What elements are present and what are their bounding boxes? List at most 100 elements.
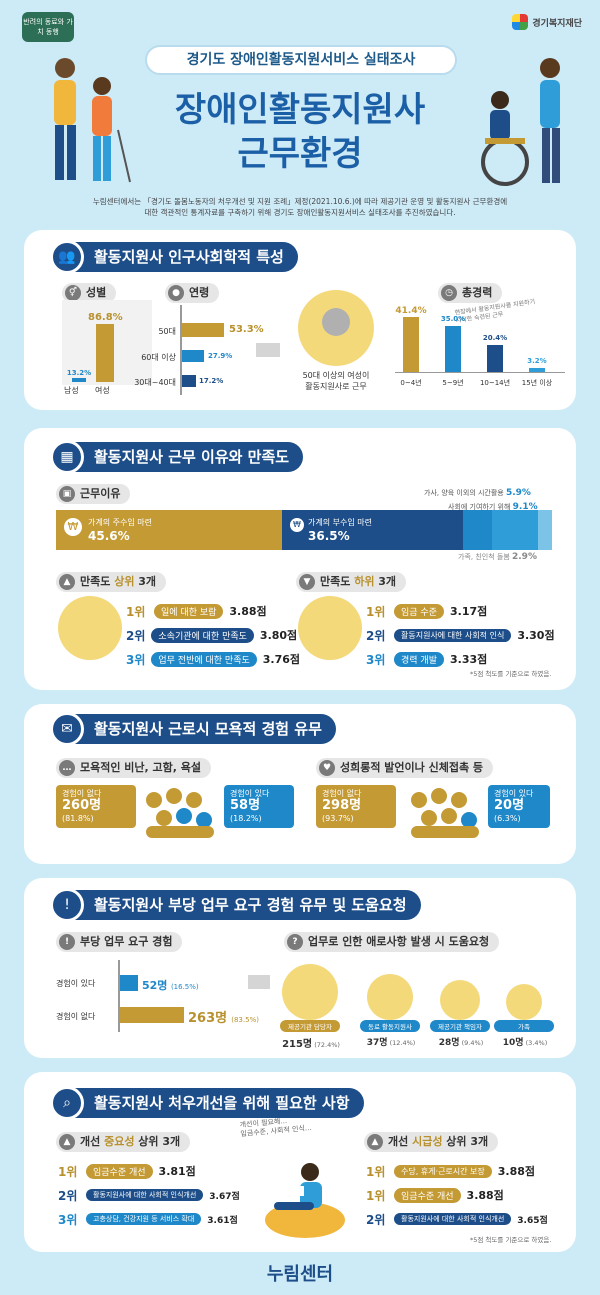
rank-item: 활동지원사에 대한 사회적 인식개선 (394, 1213, 512, 1225)
money-illustration (298, 596, 362, 660)
arrow-icon (256, 343, 280, 357)
age-axis (180, 305, 182, 395)
satisfaction-bottom-row: 2위 활동지원사에 대한 사회적 인식 3.30점 (366, 626, 556, 644)
age-pct-30-40s: 17.2% (199, 377, 224, 385)
unfair-yes-pct: (16.5%) (170, 983, 199, 991)
rank-label: 3위 (58, 1212, 78, 1227)
intro-line1: 누림센터에서는 「경기도 돌봄노동자의 처우개선 및 지원 조례」제정(2021… (92, 197, 508, 206)
rank-item: 일에 대한 보람 (154, 603, 224, 619)
career-pct: 35.0% (440, 314, 466, 323)
help-icon: ? (287, 934, 303, 950)
insult-left-yes: 경험이 있다 58명 (18.2%) (224, 785, 294, 828)
rank-score: 3.30점 (517, 629, 555, 642)
rank-item: 고충상담, 건강지원 등 서비스 확대 (86, 1213, 202, 1225)
rank-item: 수당, 휴게·근로시간 보장 (394, 1164, 492, 1178)
no-pct: (93.7%) (322, 814, 354, 823)
career-pct: 3.2% (527, 356, 547, 365)
age-pct-50s: 53.3% (229, 324, 264, 335)
rank-item: 경력 개발 (394, 651, 444, 667)
importance-label-highlight: 중요성 (104, 1135, 135, 1148)
up-arrow-icon: ▲ (59, 1134, 75, 1150)
reason-segment (463, 510, 493, 550)
rank-label: 1위 (366, 1164, 386, 1179)
rank-label: 2위 (366, 628, 386, 643)
broken-heart-icon: ♥ (319, 760, 335, 776)
intro-line2: 대한 객관적인 통계자료를 구축하기 위해 경기도 장애인활동지원서비스 실태조… (144, 208, 456, 217)
rank-label: 2위 (126, 628, 146, 643)
thumbs-up-icon: ▲ (59, 574, 75, 590)
rank-label: 1위 (366, 604, 386, 619)
reason-second-label: 가계의 부수입 마련 (308, 518, 372, 527)
rank-score: 3.67점 (209, 1191, 240, 1202)
female-bar (96, 324, 114, 382)
urgency-label-highlight: 시급성 (412, 1135, 443, 1148)
satisfaction-top-row: 1위 일에 대한 보람 3.88점 (126, 602, 296, 620)
helper-name: 가족 (494, 1020, 554, 1032)
helper-pct: (72.4%) (312, 1041, 340, 1049)
satisfaction-bottom-row: 3위 경력 개발 3.33점 (366, 650, 556, 668)
improvement-note: *5점 척도를 기준으로 하였음. (470, 1236, 552, 1244)
intro-text: 누림센터에서는 「경기도 돌봄노동자의 처우개선 및 지원 조례」제정(2021… (60, 196, 540, 218)
reason-segment (56, 510, 283, 550)
reason-society-pct: 9.1% (512, 502, 538, 512)
rank-score: 3.33점 (449, 653, 488, 666)
survey-subtitle: 경기도 장애인활동지원서비스 실태조사 (145, 45, 457, 75)
rank-label: 1위 (126, 604, 146, 619)
calendar-icon: ▦ (50, 440, 84, 474)
importance-subhead: ▲ 개선 중요성 상위 3개 (56, 1132, 191, 1152)
page-title-line2: 근무환경 (237, 134, 363, 174)
insult-left-subhead: … 모욕적인 비난, 고함, 욕설 (56, 758, 212, 778)
reason-segment (537, 510, 552, 550)
satisfaction-bottom-label-post: 3개 (374, 575, 397, 588)
reason-label: 근무이유 (80, 487, 121, 500)
unfair-no-value: 263명 (83.5%) (188, 1007, 259, 1026)
thumbs-down-icon: ▼ (299, 574, 315, 590)
rank-score: 3.81점 (158, 1165, 196, 1178)
importance-label-pre: 개선 (80, 1135, 105, 1148)
age-bar-30-40s (182, 375, 196, 387)
urgency-label-post: 상위 3개 (442, 1135, 489, 1148)
yes-pct: (18.2%) (230, 814, 262, 823)
yes-count: 20명 (494, 798, 525, 813)
rank-item: 임금 수준 (394, 603, 444, 619)
career-bar (529, 367, 545, 372)
helper-value: 215명 (72.4%) (276, 1035, 346, 1050)
speech-icon: ✉ (50, 712, 84, 746)
insult-right-label: 성희롱적 발언이나 신체접촉 등 (340, 761, 484, 774)
helper-value: 28명 (9.4%) (426, 1035, 496, 1048)
age-subhead: ● 연령 (165, 283, 220, 303)
section-unfair-title: 활동지원사 부당 업무 요구 경험 유무 및 도움요청 (56, 890, 421, 920)
unfair-no-label: 경험이 없다 (56, 1012, 96, 1021)
satisfaction-bottom-label-pre: 만족도 (320, 575, 355, 588)
age-caption-line1: 50대 이상의 여성이 (302, 371, 370, 380)
coin-icon: ₩ (290, 518, 304, 532)
briefcase-icon: ▣ (59, 486, 75, 502)
career-label: 15년 이상 (521, 379, 553, 387)
importance-list: 1위 임금수준 개선 3.81점 2위 활동지원사에 대한 사회적 인식개선 3.67점… (58, 1162, 268, 1228)
importance-row: 3위 고충상담, 건강지원 등 서비스 확대 3.61점 (58, 1210, 268, 1228)
satisfaction-note: *5점 척도를 기준으로 하였음. (470, 670, 552, 678)
career-label: 5~9년 (442, 379, 464, 387)
rank-item: 업무 전반에 대한 만족도 (151, 651, 257, 667)
no-count: 260명 (62, 798, 102, 813)
age-pct-60s: 27.9% (208, 352, 233, 360)
rank-item: 활동지원사에 대한 사회적 인식개선 (86, 1189, 204, 1201)
help-subhead: ? 업무로 인한 애로사항 발생 시 도움요청 (284, 932, 500, 952)
male-pct: 13.2% (66, 369, 92, 377)
insult-left-label: 모욕적인 비난, 고함, 욕설 (80, 761, 202, 774)
yes-count: 58명 (230, 798, 261, 813)
helper-name: 제공기관 책임자 (430, 1020, 490, 1032)
career-bar (445, 325, 461, 372)
satisfaction-bottom-list: 1위 임금 수준 3.17점 2위 활동지원사에 대한 사회적 인식 3.30점 3위 경… (366, 602, 556, 668)
age-row-label: 50대 (158, 327, 176, 336)
rank-score: 3.88점 (229, 605, 267, 618)
rank-score: 3.61점 (207, 1215, 238, 1226)
logo-left: 반려의 동료와 가치 동행 (22, 12, 74, 42)
helper-name: 제공기관 담당자 (280, 1020, 340, 1032)
yes-label: 경험이 있다 (494, 789, 534, 798)
satisfaction-top-subhead: ▲ 만족도 상위 3개 (56, 572, 167, 592)
thumbs-up-illustration (58, 596, 122, 660)
age-label: 연령 (189, 286, 210, 299)
urgency-label-pre: 개선 (388, 1135, 413, 1148)
unfair-no-pct: (83.5%) (231, 1016, 259, 1024)
